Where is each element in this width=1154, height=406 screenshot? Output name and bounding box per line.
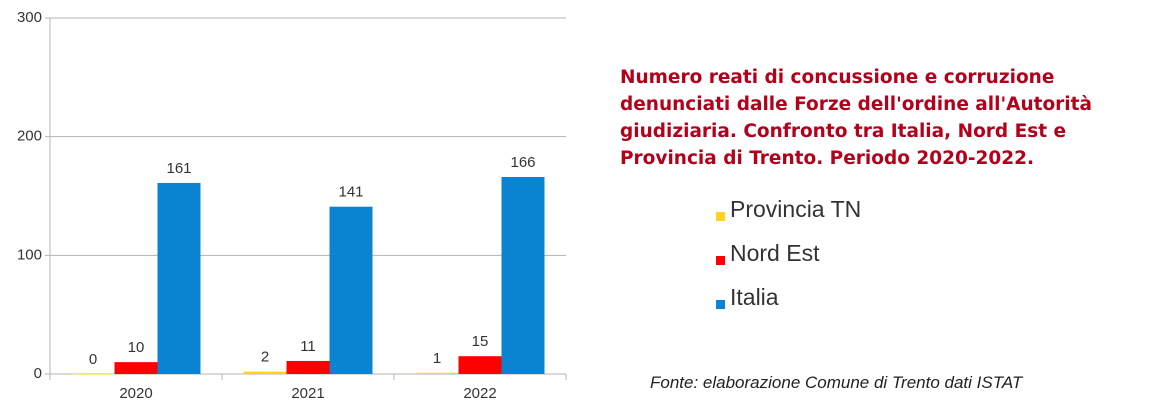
legend-label: Nord Est <box>730 240 820 266</box>
data-label: 1 <box>433 350 441 367</box>
chart-title: Numero reati di concussione e corruzione… <box>620 67 1092 169</box>
bar <box>157 182 201 374</box>
legend-swatch <box>716 300 725 309</box>
bar <box>329 206 373 374</box>
y-tick-label: 0 <box>34 365 42 382</box>
data-label: 161 <box>166 160 191 177</box>
bar <box>415 372 459 374</box>
x-tick-label: 2021 <box>291 385 324 402</box>
legend-swatch <box>716 212 725 221</box>
data-label: 15 <box>472 333 489 350</box>
data-label: 10 <box>128 339 145 356</box>
bar <box>458 356 502 374</box>
legend-label: Italia <box>730 284 779 310</box>
bar <box>243 371 287 374</box>
legend-label: Provincia TN <box>730 196 861 222</box>
y-tick-label: 200 <box>17 128 42 145</box>
legend-swatch <box>716 256 725 265</box>
x-tick-label: 2020 <box>119 385 152 402</box>
bar <box>286 360 330 374</box>
x-tick-label: 2022 <box>463 385 496 402</box>
data-label: 0 <box>89 351 97 368</box>
bar <box>501 177 545 374</box>
data-label: 141 <box>338 184 363 201</box>
source-note: Fonte: elaborazione Comune di Trento dat… <box>650 373 1023 392</box>
data-label: 166 <box>510 154 535 171</box>
bar <box>114 362 158 374</box>
y-tick-label: 100 <box>17 246 42 263</box>
y-tick-label: 300 <box>17 9 42 26</box>
bar <box>71 374 115 375</box>
data-label: 11 <box>300 338 316 355</box>
data-label: 2 <box>261 349 269 366</box>
